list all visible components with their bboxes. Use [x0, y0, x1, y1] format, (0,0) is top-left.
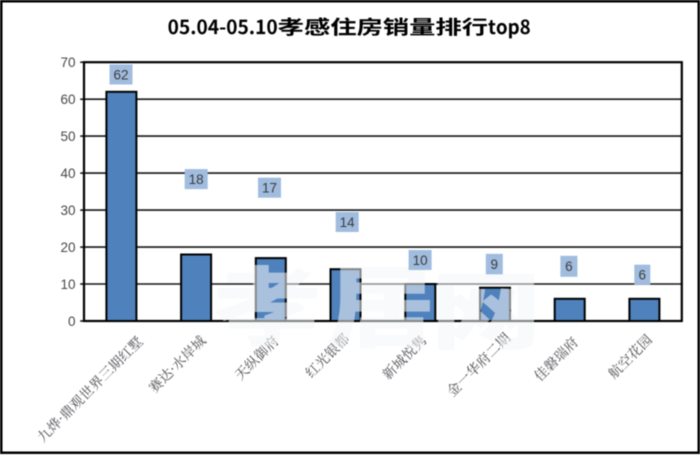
- svg-text:14: 14: [340, 215, 356, 230]
- svg-text:0: 0: [68, 314, 76, 329]
- svg-text:60: 60: [60, 92, 75, 107]
- svg-text:20: 20: [60, 240, 75, 255]
- svg-text:30: 30: [60, 203, 75, 218]
- svg-text:6: 6: [639, 268, 647, 283]
- svg-text:6: 6: [565, 259, 573, 274]
- svg-text:40: 40: [60, 166, 75, 181]
- svg-text:9: 9: [491, 257, 499, 272]
- svg-text:18: 18: [189, 172, 204, 187]
- svg-text:17: 17: [262, 181, 277, 196]
- svg-text:10: 10: [413, 253, 428, 268]
- svg-text:62: 62: [113, 67, 128, 82]
- svg-text:10: 10: [60, 277, 75, 292]
- svg-text:70: 70: [60, 55, 75, 70]
- svg-text:50: 50: [60, 129, 75, 144]
